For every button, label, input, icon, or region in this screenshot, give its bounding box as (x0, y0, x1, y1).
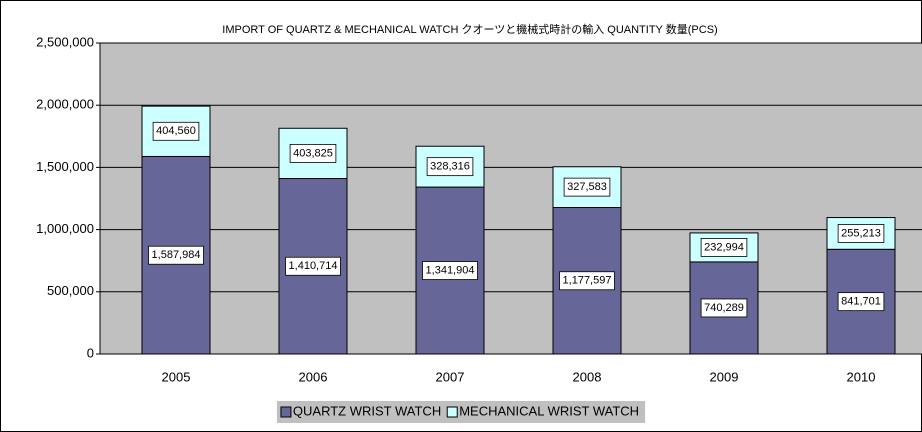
data-label-box (700, 298, 748, 318)
x-tick-label: 2006 (299, 369, 328, 384)
data-label-box (285, 256, 341, 276)
data-label-box (837, 292, 885, 312)
data-label-box (837, 224, 885, 243)
y-tick-label: 500,000 (47, 283, 94, 298)
x-tick-label: 2005 (162, 369, 191, 384)
data-label: 740,289 (704, 302, 744, 314)
data-label: 255,213 (841, 227, 881, 239)
y-tick-label: 1,000,000 (36, 221, 94, 236)
data-label: 1,410,714 (289, 260, 338, 272)
x-tick-label: 2008 (573, 369, 602, 384)
y-tick-label: 1,500,000 (36, 159, 94, 174)
data-label: 1,341,904 (426, 264, 475, 276)
data-label: 1,177,597 (563, 275, 612, 287)
data-label-box (700, 238, 748, 257)
y-tick-label: 2,500,000 (36, 34, 94, 49)
x-tick-label: 2007 (436, 369, 465, 384)
data-label-box (559, 271, 615, 291)
data-label-box (563, 177, 611, 197)
data-label: 404,560 (156, 125, 196, 137)
data-label: 328,316 (430, 161, 470, 173)
data-label-box (289, 143, 337, 163)
data-label-box (426, 157, 474, 177)
legend-label: MECHANICAL WRIST WATCH (459, 403, 639, 418)
legend-box (276, 401, 646, 423)
legend-swatch (446, 406, 458, 418)
legend-swatch (280, 406, 292, 418)
data-label: 1,587,984 (152, 249, 201, 261)
y-tick-label: 0 (87, 345, 94, 360)
y-tick-label: 2,000,000 (36, 97, 94, 112)
x-tick-label: 2010 (847, 369, 876, 384)
data-label-box (422, 261, 478, 280)
data-label: 232,994 (704, 241, 744, 253)
x-tick-label: 2009 (710, 369, 739, 384)
data-label-box (152, 121, 200, 141)
plot-area (100, 43, 922, 354)
data-label-box (148, 245, 204, 265)
legend-label: QUARTZ WRIST WATCH (293, 403, 441, 418)
chart-title: IMPORT OF QUARTZ & MECHANICAL WATCH クオーツ… (222, 22, 717, 36)
data-label: 841,701 (841, 296, 881, 308)
data-label: 327,583 (567, 181, 607, 193)
data-label: 403,825 (293, 147, 333, 159)
